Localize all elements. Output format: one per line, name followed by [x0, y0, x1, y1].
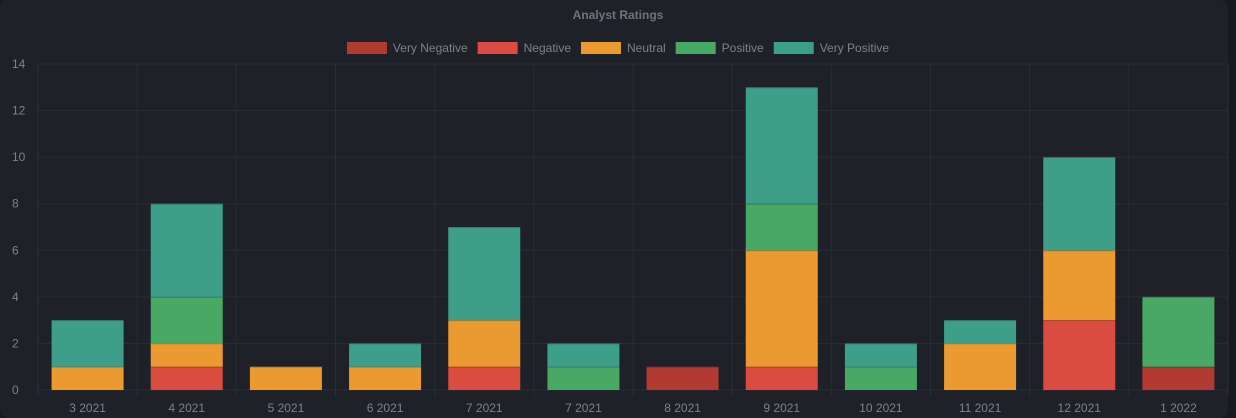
bar-segment[interactable]: [448, 320, 521, 367]
bar-segment[interactable]: [249, 366, 322, 390]
bar-segment[interactable]: [1043, 250, 1116, 321]
x-tick-label: 9 2021: [763, 401, 800, 415]
x-tick-label: 11 2021: [959, 401, 1002, 415]
legend-item[interactable]: Neutral: [581, 41, 666, 55]
y-axis: 0 2 4 6 8 10 12 14: [12, 57, 26, 397]
bars: [51, 87, 1215, 390]
legend-item[interactable]: Positive: [675, 41, 764, 55]
bar-segment[interactable]: [745, 87, 818, 204]
y-tick-label: 8: [12, 197, 19, 211]
bar-segment[interactable]: [1043, 157, 1116, 251]
chart-title: Analyst Ratings: [572, 8, 664, 22]
bar-segment[interactable]: [745, 366, 818, 390]
y-tick-label: 0: [12, 383, 19, 397]
bar-segment[interactable]: [844, 343, 917, 367]
y-tick-label: 4: [12, 290, 19, 304]
y-tick-label: 14: [12, 57, 26, 71]
x-tick-label: 4 2021: [168, 401, 205, 415]
bar-segment[interactable]: [646, 366, 719, 390]
bar-segment[interactable]: [349, 366, 422, 390]
bar-segment[interactable]: [844, 366, 917, 390]
legend-swatch: [581, 42, 622, 54]
bar-segment[interactable]: [150, 296, 223, 344]
y-tick-label: 6: [12, 243, 19, 257]
legend-item[interactable]: Very Positive: [773, 41, 890, 55]
bar-segment[interactable]: [1142, 366, 1215, 390]
bar-segment[interactable]: [547, 366, 620, 390]
legend-item[interactable]: Negative: [477, 41, 572, 55]
y-tick-label: 10: [12, 150, 26, 164]
bar-segment[interactable]: [944, 343, 1017, 390]
bar-segment[interactable]: [150, 366, 223, 390]
x-tick-label: 7 2021: [565, 401, 602, 415]
bar-segment[interactable]: [150, 343, 223, 367]
legend-swatch: [346, 42, 387, 54]
legend-label: Very Negative: [393, 41, 468, 55]
x-tick-label: 7 2021: [466, 401, 503, 415]
legend-swatch: [773, 42, 814, 54]
legend-swatch: [675, 42, 716, 54]
bar-segment[interactable]: [745, 203, 818, 251]
bar-segment[interactable]: [51, 366, 124, 390]
bar-segment[interactable]: [349, 343, 422, 367]
bar-segment[interactable]: [745, 250, 818, 367]
x-tick-label: 12 2021: [1058, 401, 1102, 415]
bar-segment[interactable]: [448, 227, 521, 321]
x-tick-label: 1 2022: [1160, 401, 1197, 415]
legend-label: Neutral: [627, 41, 666, 55]
bar-segment[interactable]: [150, 203, 223, 297]
x-tick-label: 5 2021: [268, 401, 305, 415]
x-axis: 3 2021 4 2021 5 2021 6 2021 7 2021 7 2021 8 20…: [69, 401, 1197, 415]
y-tick-label: 12: [12, 104, 26, 118]
bar-segment[interactable]: [1043, 320, 1116, 390]
bar-segment[interactable]: [547, 343, 620, 367]
x-tick-label: 6 2021: [367, 401, 404, 415]
y-tick-label: 2: [12, 336, 19, 350]
grid: [37, 63, 1229, 396]
legend-label: Very Positive: [820, 41, 890, 55]
legend-swatch: [477, 42, 518, 54]
x-tick-label: 8 2021: [664, 401, 701, 415]
legend-label: Negative: [524, 41, 572, 55]
bar-segment[interactable]: [1142, 296, 1215, 367]
x-tick-label: 3 2021: [69, 401, 106, 415]
legend[interactable]: Very Negative Negative Neutral Positive Very…: [346, 41, 890, 55]
bar-segment[interactable]: [448, 366, 521, 390]
x-tick-label: 10 2021: [859, 401, 903, 415]
legend-item[interactable]: Very Negative: [346, 41, 468, 55]
legend-label: Positive: [722, 41, 764, 55]
bar-segment[interactable]: [944, 320, 1017, 344]
bar-segment[interactable]: [51, 320, 124, 367]
